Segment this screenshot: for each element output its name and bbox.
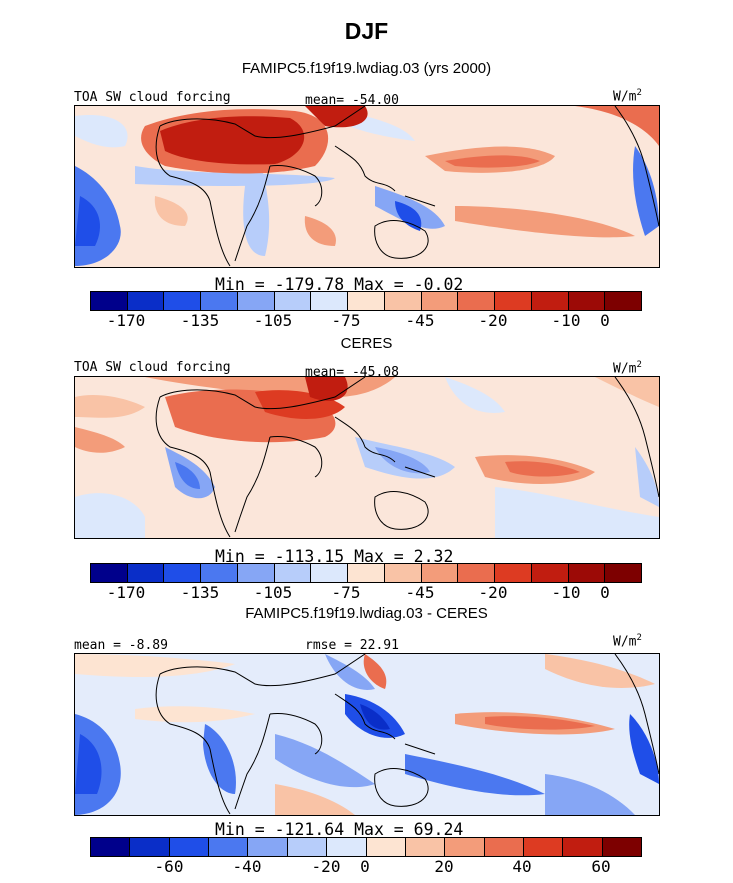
tick-label: -105	[253, 583, 293, 602]
color-swatch	[201, 292, 238, 310]
tick-label: 0	[600, 583, 610, 602]
panel3-colorbar-ticks: -60 -40 -20 0 20 40 60	[90, 857, 640, 877]
color-swatch	[484, 838, 524, 856]
color-swatch	[201, 564, 238, 582]
panel2-map	[74, 376, 660, 539]
color-swatch	[495, 292, 532, 310]
figure-title: DJF	[344, 18, 389, 44]
tick-label: -135	[180, 311, 220, 330]
color-swatch	[563, 838, 603, 856]
panel1-field-label: TOA SW cloud forcing	[74, 90, 231, 105]
panel1-mean: mean= -54.00	[305, 93, 399, 108]
panel1-units: W/m2	[613, 88, 642, 105]
color-swatch	[348, 292, 385, 310]
color-swatch	[568, 564, 606, 582]
color-swatch	[237, 292, 275, 310]
panel3-units: W/m2	[613, 633, 642, 650]
tick-label: 60	[591, 857, 611, 876]
color-swatch	[327, 838, 367, 856]
color-swatch	[274, 564, 312, 582]
color-swatch	[384, 292, 422, 310]
panel2-colorbar-ticks: -170 -135 -105 -75 -45 -20 -10 0	[90, 583, 640, 603]
tick-label: -20	[478, 583, 508, 602]
color-swatch	[531, 292, 569, 310]
color-swatch	[421, 292, 459, 310]
color-swatch	[348, 564, 385, 582]
color-swatch	[164, 292, 202, 310]
color-swatch	[495, 564, 532, 582]
panel2-min-max: Min = -113.15 Max = 2.32	[215, 547, 454, 566]
color-swatch	[366, 838, 406, 856]
color-swatch	[209, 838, 249, 856]
tick-label: -75	[331, 311, 361, 330]
tick-label: -45	[405, 583, 435, 602]
tick-label: -20	[311, 857, 341, 876]
panel3-mean: mean = -8.89	[74, 638, 168, 653]
color-swatch	[91, 292, 128, 310]
panel2-units: W/m2	[613, 360, 642, 377]
color-swatch	[91, 564, 128, 582]
color-swatch	[523, 838, 564, 856]
tick-label: -135	[180, 583, 220, 602]
panel3-colorbar	[90, 837, 642, 857]
color-swatch	[445, 838, 485, 856]
panel3-rmse: rmse = 22.91	[305, 638, 399, 653]
color-swatch	[311, 292, 349, 310]
color-swatch	[169, 838, 210, 856]
tick-label: -45	[405, 311, 435, 330]
panel1-colorbar	[90, 291, 642, 311]
color-swatch	[287, 838, 328, 856]
color-swatch	[237, 564, 275, 582]
color-swatch	[602, 838, 642, 856]
panel1-colorbar-ticks: -170 -135 -105 -75 -45 -20 -10 0	[90, 311, 640, 331]
tick-label: -10	[551, 311, 581, 330]
color-swatch	[458, 292, 496, 310]
color-swatch	[274, 292, 312, 310]
tick-label: -75	[331, 583, 361, 602]
color-swatch	[405, 838, 446, 856]
tick-label: 0	[600, 311, 610, 330]
color-swatch	[384, 564, 422, 582]
tick-label: -60	[154, 857, 184, 876]
color-swatch	[91, 838, 131, 856]
color-swatch	[127, 292, 165, 310]
figure-subtitle: FAMIPC5.f19f19.lwdiag.03 (yrs 2000)	[241, 60, 492, 77]
tick-label: 20	[434, 857, 454, 876]
panel1-map	[74, 105, 660, 268]
tick-label: -10	[551, 583, 581, 602]
panel2-field-label: TOA SW cloud forcing	[74, 360, 231, 375]
color-swatch	[127, 564, 165, 582]
tick-label: -20	[478, 311, 508, 330]
panel3-map	[74, 653, 660, 816]
color-swatch	[458, 564, 496, 582]
panel2-colorbar	[90, 563, 642, 583]
color-swatch	[311, 564, 349, 582]
tick-label: -170	[106, 311, 146, 330]
color-swatch	[605, 292, 642, 310]
panel3-title: FAMIPC5.f19f19.lwdiag.03 - CERES	[245, 605, 488, 622]
tick-label: 0	[360, 857, 370, 876]
tick-label: -105	[253, 311, 293, 330]
tick-label: 40	[512, 857, 532, 876]
color-swatch	[421, 564, 459, 582]
color-swatch	[605, 564, 642, 582]
color-swatch	[164, 564, 202, 582]
tick-label: -40	[232, 857, 262, 876]
panel2-title: CERES	[340, 335, 393, 352]
tick-label: -170	[106, 583, 146, 602]
color-swatch	[248, 838, 288, 856]
color-swatch	[531, 564, 569, 582]
color-swatch	[130, 838, 170, 856]
color-swatch	[568, 292, 606, 310]
panel1-min-max: Min = -179.78 Max = -0.02	[215, 275, 464, 294]
panel3-min-max: Min = -121.64 Max = 69.24	[215, 820, 464, 839]
